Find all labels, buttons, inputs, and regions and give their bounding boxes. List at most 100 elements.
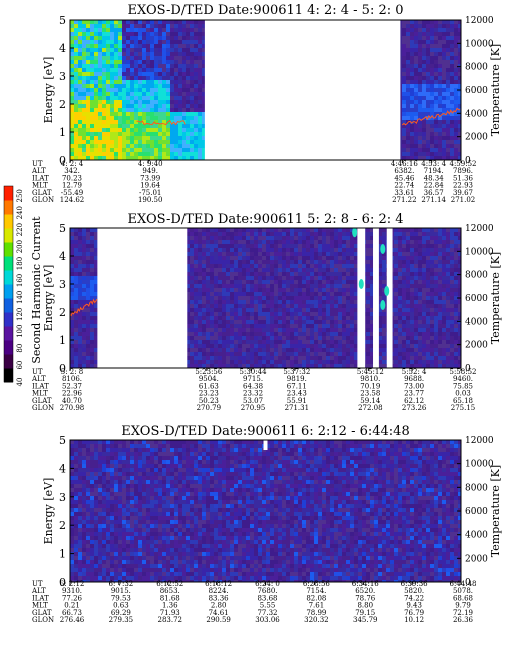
- orbit-value: 23.58: [360, 390, 380, 398]
- colorbar-segment: [4, 256, 13, 271]
- temperature-tick-label: 6000: [465, 86, 488, 96]
- energy-tick-label: 2: [59, 519, 66, 532]
- orbit-value: 45.46: [394, 174, 415, 182]
- orbit-value: 23.43: [287, 390, 307, 398]
- orbit-value: 283.72: [158, 616, 183, 624]
- data-blob: [384, 286, 390, 296]
- colorbar-tick-label: 180: [16, 257, 24, 270]
- colorbar-tick-label: 160: [16, 274, 24, 287]
- data-gap: [386, 228, 393, 368]
- orbit-value: 83.68: [257, 594, 277, 602]
- orbit-row-label: GLAT: [32, 189, 52, 197]
- orbit-value: 12.79: [62, 182, 82, 190]
- energy-tick-label: 5: [59, 222, 66, 235]
- colorbar-segment: [4, 214, 13, 229]
- colorbar-tick-label: 60: [16, 361, 24, 370]
- orbit-value: 52.37: [62, 382, 82, 390]
- orbit-value: 79.53: [111, 594, 131, 602]
- orbit-value: 5:37:32: [283, 368, 310, 376]
- orbit-value: 67.11: [287, 382, 307, 390]
- orbit-value: 22.84: [424, 182, 445, 190]
- temperature-tick-label: 4000: [465, 109, 488, 119]
- colorbar-segment: [4, 368, 13, 383]
- colorbar-tick-label: 120: [16, 308, 24, 321]
- orbit-value: 9504.: [199, 375, 219, 383]
- temperature-tick-label: 0: [465, 364, 471, 374]
- temperature-tick-label: 12000: [465, 224, 494, 234]
- spectrogram-image: [70, 20, 461, 160]
- temperature-tick-label: 10000: [465, 460, 494, 470]
- orbit-value: 5078.: [453, 587, 473, 595]
- data-gap: [263, 440, 268, 450]
- orbit-value: 7896.: [453, 167, 473, 175]
- orbit-value: 5:30:44: [240, 368, 268, 376]
- colorbar-segment: [4, 200, 13, 215]
- orbit-value: 0.21: [64, 602, 80, 610]
- orbit-value: 5:45:12: [357, 368, 384, 376]
- orbit-row-label: UT: [32, 160, 43, 168]
- colorbar-segment: [4, 284, 13, 299]
- orbit-value: 9460.: [453, 375, 473, 383]
- orbit-row-label: ILAT: [32, 174, 49, 182]
- data-blob: [358, 279, 364, 289]
- orbit-value: 9819.: [287, 375, 307, 383]
- orbit-value: -75.01: [139, 189, 161, 197]
- colorbar-label: Second Harmonic Current: [30, 216, 43, 364]
- orbit-value: 76.79: [404, 609, 424, 617]
- orbit-value: 4: 9:40: [138, 160, 163, 168]
- orbit-value: 22.74: [394, 182, 415, 190]
- orbit-value: 73.00: [404, 382, 424, 390]
- orbit-value: 271.31: [285, 404, 310, 412]
- orbit-value: 345.79: [353, 616, 378, 624]
- orbit-value: 48.34: [424, 174, 445, 182]
- energy-tick-label: 3: [59, 491, 66, 504]
- orbit-value: 19.64: [140, 182, 161, 190]
- orbit-value: 77.26: [62, 594, 83, 602]
- panel-title: EXOS-D/TED Date:900611 4: 2: 4 - 5: 2: 0: [127, 3, 403, 18]
- orbit-value: 83.36: [209, 594, 230, 602]
- temperature-tick-label: 6000: [465, 294, 488, 304]
- colorbar-tick-label: 100: [16, 325, 24, 338]
- colorbar-segment: [4, 326, 13, 341]
- orbit-row-label: ALT: [31, 587, 46, 595]
- orbit-value: 9810.: [360, 375, 380, 383]
- orbit-row-label: GLON: [32, 404, 54, 412]
- orbit-value: 342.: [64, 167, 80, 175]
- temperature-tick-label: 2000: [465, 554, 488, 564]
- colorbar-segment: [4, 228, 13, 243]
- colorbar-segment: [4, 270, 13, 285]
- orbit-value: 79.15: [355, 609, 375, 617]
- spectrogram-image: [70, 228, 461, 368]
- orbit-value: 320.32: [304, 616, 329, 624]
- orbit-value: 59.14: [360, 397, 381, 405]
- energy-tick-label: 0: [59, 362, 66, 375]
- orbit-value: 62.12: [404, 397, 424, 405]
- orbit-value: 270.79: [197, 404, 222, 412]
- energy-tick-label: 4: [59, 462, 66, 475]
- temperature-tick-label: 0: [465, 578, 471, 588]
- orbit-value: 8653.: [160, 587, 180, 595]
- orbit-value: 276.46: [60, 616, 85, 624]
- orbit-value: 6:28:56: [303, 580, 331, 588]
- colorbar-segment: [4, 242, 13, 257]
- energy-tick-label: 4: [59, 250, 66, 263]
- orbit-row-label: MLT: [32, 602, 48, 610]
- orbit-value: 271.22: [392, 196, 417, 204]
- orbit-value: 68.68: [453, 594, 473, 602]
- orbit-value: 55.91: [287, 397, 307, 405]
- orbit-value: 61.63: [199, 382, 219, 390]
- orbit-value: 53.07: [243, 397, 263, 405]
- orbit-value: 279.35: [109, 616, 134, 624]
- colorbar-tick-label: 240: [16, 206, 24, 219]
- orbit-value: 71.93: [160, 609, 180, 617]
- orbit-row-label: GLAT: [32, 609, 52, 617]
- temperature-tick-label: 2000: [465, 341, 488, 351]
- orbit-value: 9715.: [243, 375, 263, 383]
- energy-axis-label: Energy [eV]: [42, 265, 55, 332]
- orbit-row-label: ALT: [31, 167, 46, 175]
- orbit-value: 72.19: [453, 609, 473, 617]
- orbit-value: 50.23: [199, 397, 219, 405]
- energy-tick-label: 1: [59, 126, 66, 139]
- orbit-value: 6:34:16: [352, 580, 380, 588]
- temperature-tick-label: 2000: [465, 133, 488, 143]
